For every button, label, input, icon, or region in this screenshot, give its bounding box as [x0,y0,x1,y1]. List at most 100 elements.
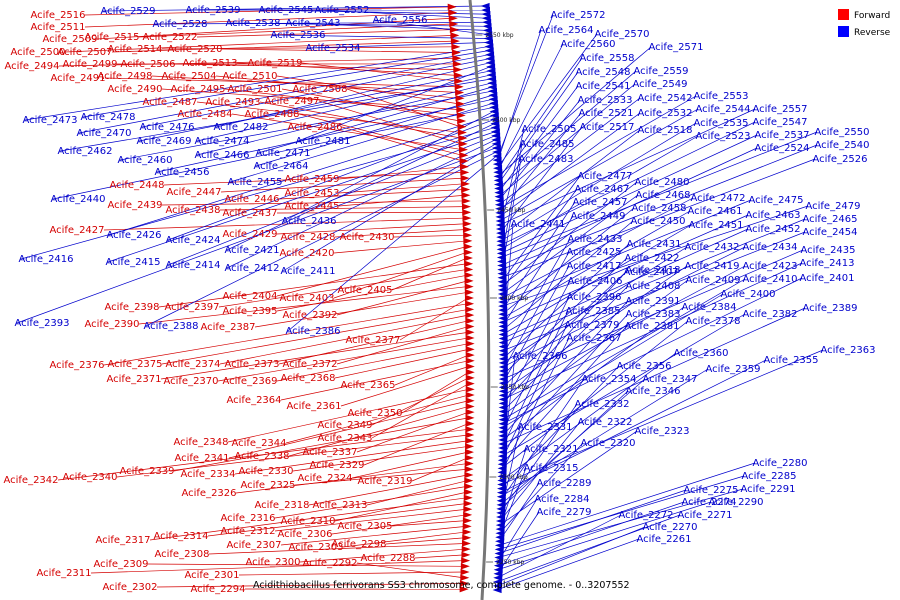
gene-label[interactable]: Acife_2288 [360,553,415,564]
gene-label[interactable]: Acife_2480 [634,177,689,188]
gene-feature[interactable] [496,238,506,245]
gene-feature[interactable] [465,380,475,387]
gene-label[interactable]: Acife_2476 [139,122,194,133]
gene-label[interactable]: Acife_2339 [119,466,174,477]
gene-feature[interactable] [498,323,508,330]
gene-feature[interactable] [462,209,472,216]
gene-feature[interactable] [454,77,464,85]
gene-label[interactable]: Acife_2446 [224,194,279,205]
gene-feature[interactable] [464,466,474,473]
gene-label[interactable]: Acife_2482 [213,122,268,133]
gene-label[interactable]: Acife_2487 [142,97,197,108]
gene-label[interactable]: Acife_2455 [227,177,282,188]
gene-label[interactable]: Acife_2516 [30,10,85,21]
gene-label[interactable]: Acife_2428 [280,232,335,243]
gene-label[interactable]: Acife_2271 [677,510,732,521]
gene-feature[interactable] [496,493,506,500]
gene-label[interactable]: Acife_2424 [165,235,220,246]
gene-label[interactable]: Acife_2553 [693,91,748,102]
gene-feature[interactable] [497,270,507,277]
gene-feature[interactable] [485,59,495,66]
gene-label[interactable]: Acife_2421 [224,245,279,256]
gene-feature[interactable] [491,136,501,144]
gene-feature[interactable] [453,72,463,79]
gene-label[interactable]: Acife_2305 [337,521,392,532]
gene-feature[interactable] [496,229,506,237]
gene-label[interactable]: Acife_2396 [566,292,621,303]
gene-feature[interactable] [494,201,504,208]
gene-feature[interactable] [492,160,502,168]
gene-label[interactable]: Acife_2270 [642,522,697,533]
gene-label[interactable]: Acife_2289 [536,478,591,489]
gene-label[interactable]: Acife_2452 [745,224,800,235]
gene-label[interactable]: Acife_2466 [194,150,249,161]
gene-feature[interactable] [498,359,508,367]
gene-label[interactable]: Acife_2549 [632,79,687,90]
gene-feature[interactable] [498,319,508,326]
gene-feature[interactable] [465,363,475,370]
gene-feature[interactable] [465,386,475,393]
gene-feature[interactable] [460,568,470,576]
gene-feature[interactable] [455,100,465,108]
gene-feature[interactable] [485,51,495,58]
gene-label[interactable]: Acife_2519 [247,58,302,69]
gene-feature[interactable] [459,163,469,170]
gene-feature[interactable] [498,420,508,427]
gene-label[interactable]: Acife_2544 [695,104,750,115]
gene-feature[interactable] [495,213,505,221]
gene-feature[interactable] [497,461,507,468]
gene-feature[interactable] [498,408,508,415]
gene-feature[interactable] [464,448,474,456]
gene-feature[interactable] [497,266,507,273]
gene-label[interactable]: Acife_2298 [331,539,386,550]
gene-feature[interactable] [498,424,508,431]
gene-feature[interactable] [464,289,474,296]
gene-feature[interactable] [498,306,508,314]
gene-label[interactable]: Acife_2384 [681,302,736,313]
gene-feature[interactable] [458,134,468,142]
gene-label[interactable]: Acife_2490 [107,84,162,95]
gene-label[interactable]: Acife_2514 [107,44,162,55]
gene-feature[interactable] [458,146,468,153]
gene-label[interactable]: Acife_2393 [14,318,69,329]
gene-label[interactable]: Acife_2524 [754,143,809,154]
gene-label[interactable]: Acife_2453 [284,188,339,199]
gene-label[interactable]: Acife_2473 [22,115,77,126]
gene-feature[interactable] [490,128,500,135]
gene-feature[interactable] [497,448,507,456]
gene-label[interactable]: Acife_2321 [523,444,578,455]
gene-label[interactable]: Acife_2338 [234,451,289,462]
gene-label[interactable]: Acife_2478 [80,112,135,123]
gene-label[interactable]: Acife_2360 [673,348,728,359]
gene-feature[interactable] [464,266,474,273]
gene-label[interactable]: Acife_2407 [623,267,678,278]
gene-feature[interactable] [490,116,500,123]
gene-label[interactable]: Acife_2529 [100,6,155,17]
gene-label[interactable]: Acife_2383 [625,309,680,320]
gene-feature[interactable] [496,497,506,504]
gene-feature[interactable] [496,489,506,496]
gene-feature[interactable] [448,9,458,16]
gene-label[interactable]: Acife_2494 [4,61,59,72]
gene-label[interactable]: Acife_2564 [538,25,593,36]
gene-feature[interactable] [494,193,504,200]
gene-label[interactable]: Acife_2366 [512,351,567,362]
gene-feature[interactable] [498,432,508,440]
gene-feature[interactable] [497,452,507,460]
gene-feature[interactable] [487,83,497,91]
gene-feature[interactable] [496,250,506,257]
gene-label[interactable]: Acife_2306 [277,529,332,540]
gene-label[interactable]: Acife_2355 [763,355,818,366]
gene-label[interactable]: Acife_2470 [76,128,131,139]
gene-label[interactable]: Acife_2436 [281,216,336,227]
gene-label[interactable]: Acife_2300 [245,557,300,568]
gene-label[interactable]: Acife_2372 [282,359,337,370]
gene-label[interactable]: Acife_2324 [297,473,352,484]
gene-feature[interactable] [498,363,508,371]
gene-feature[interactable] [461,203,471,210]
gene-label[interactable]: Acife_2419 [684,261,739,272]
gene-label[interactable]: Acife_2375 [107,359,162,370]
gene-feature[interactable] [497,282,507,290]
gene-label[interactable]: Acife_2314 [153,531,208,542]
gene-label[interactable]: Acife_2430 [339,232,394,243]
